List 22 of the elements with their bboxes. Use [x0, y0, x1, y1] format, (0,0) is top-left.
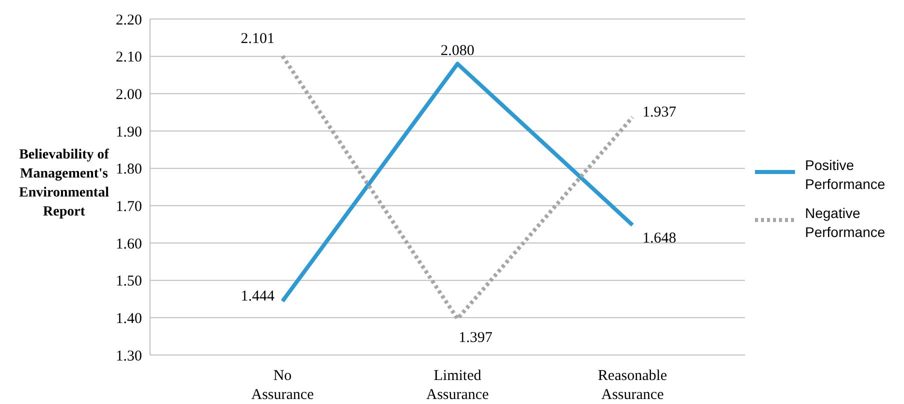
- y-tick-label: 2.00: [116, 86, 142, 103]
- data-label: 2.080: [440, 43, 474, 60]
- data-label: 1.648: [642, 230, 676, 246]
- y-tick-label: 1.30: [116, 348, 142, 364]
- y-tick-label: 1.60: [116, 236, 142, 252]
- x-tick-label: Limited Assurance: [426, 368, 490, 403]
- data-label: 1.444: [240, 288, 275, 304]
- x-tick-label: Reasonable Assurance: [598, 368, 668, 403]
- legend-label: Negative Performance: [805, 205, 886, 240]
- data-label: 2.101: [240, 31, 274, 48]
- y-tick-label: 2.10: [116, 50, 142, 66]
- y-tick-label: 1.90: [116, 124, 142, 140]
- y-tick-label: 1.40: [116, 310, 142, 327]
- data-label: 1.937: [642, 104, 677, 120]
- y-tick-label: 1.50: [116, 274, 142, 290]
- y-tick-label: 2.20: [116, 12, 142, 28]
- data-label: 1.397: [458, 330, 493, 346]
- y-tick-label: 1.80: [116, 162, 142, 178]
- legend-label: Positive Performance: [805, 157, 886, 192]
- y-tick-label: 1.70: [116, 198, 142, 215]
- x-tick-label: No Assurance: [251, 368, 314, 403]
- y-axis-title: Believability of Management's Environmental Report: [19, 148, 110, 220]
